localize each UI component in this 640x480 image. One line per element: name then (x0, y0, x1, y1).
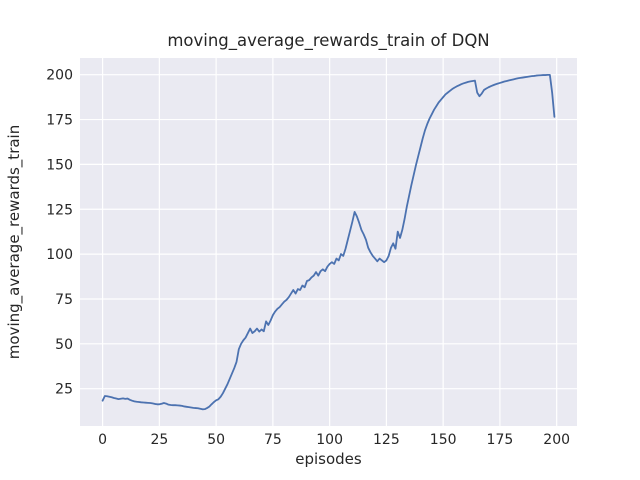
series-line (101, 73, 556, 411)
x-tick-label: 200 (543, 432, 570, 448)
x-tick-label: 50 (207, 432, 225, 448)
plot-area (80, 58, 577, 426)
x-tick-label: 125 (373, 432, 400, 448)
x-tick-label: 100 (316, 432, 343, 448)
y-tick-label: 200 (46, 68, 73, 84)
y-tick-label: 175 (46, 113, 73, 129)
y-tick-label: 25 (55, 382, 73, 398)
x-axis-label: episodes (295, 450, 362, 468)
x-tick-label: 75 (264, 432, 282, 448)
x-tick-label: 0 (98, 432, 107, 448)
x-tick-label: 150 (430, 432, 457, 448)
x-tick-label: 175 (487, 432, 514, 448)
y-tick-label: 100 (46, 247, 73, 263)
y-tick-label: 125 (46, 202, 73, 218)
y-axis-label-text: moving_average_rewards_train (5, 124, 23, 360)
chart-title: moving_average_rewards_train of DQN (167, 31, 490, 50)
y-tick-label: 150 (46, 157, 73, 173)
x-tick-label: 25 (150, 432, 168, 448)
y-tick-label: 75 (55, 292, 73, 308)
y-tick-label: 50 (55, 337, 73, 353)
